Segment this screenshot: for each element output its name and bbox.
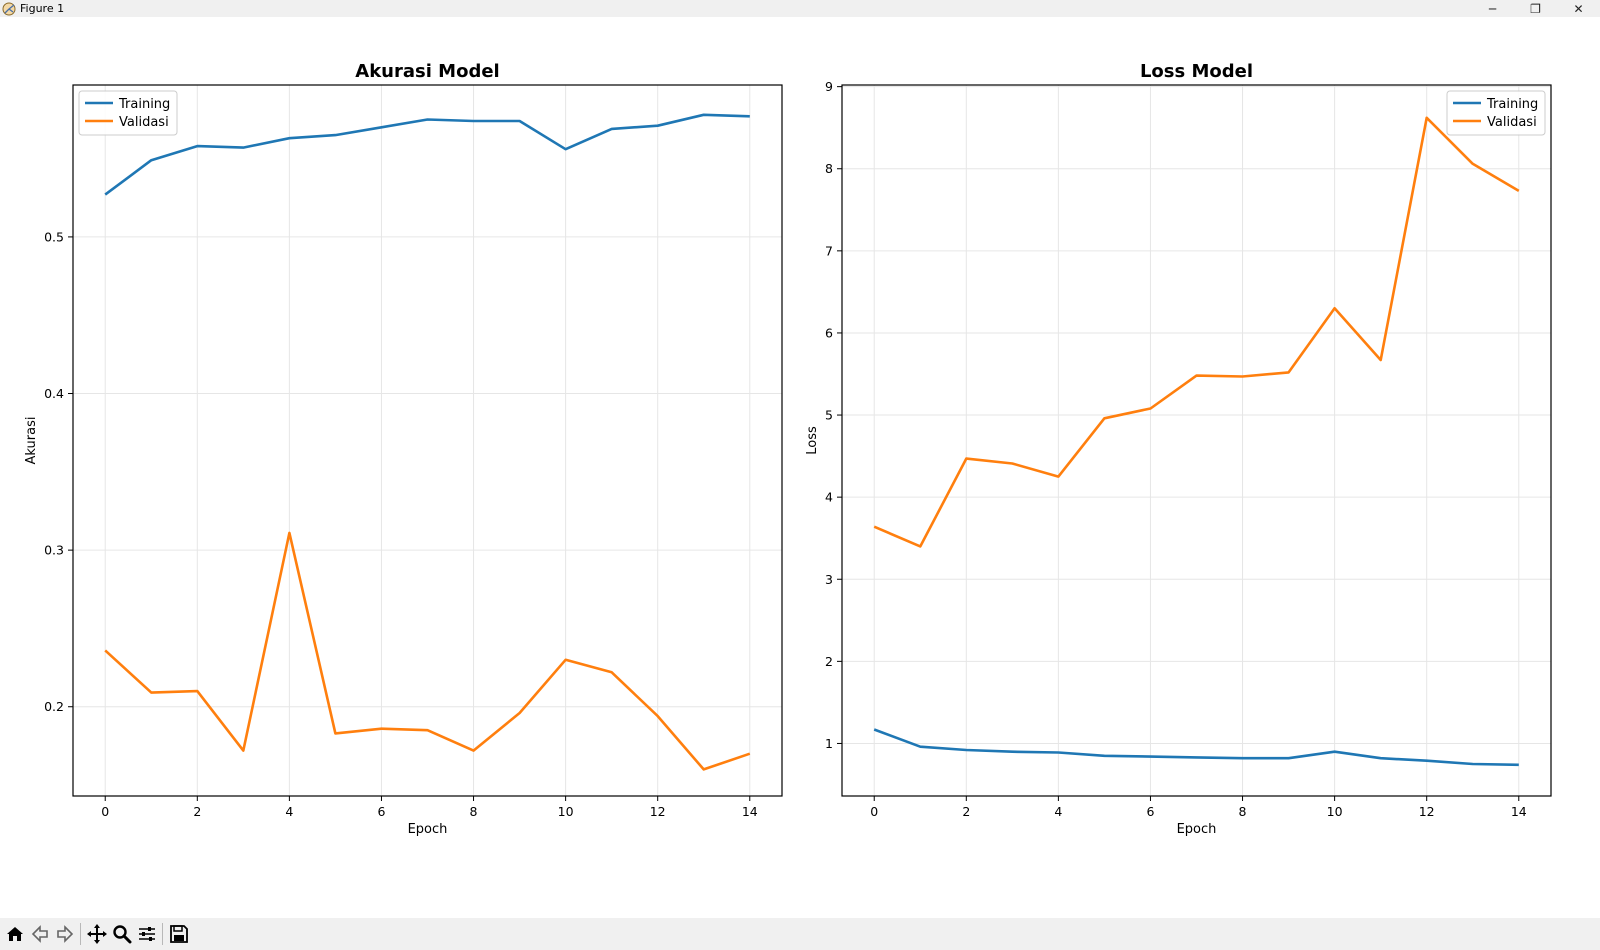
axes-frame — [841, 84, 1552, 797]
save-button[interactable] — [166, 921, 191, 947]
x-tick-label: 8 — [1239, 804, 1247, 819]
series-line-validasi — [873, 116, 1520, 548]
x-tick-label: 4 — [1054, 804, 1062, 819]
y-tick-label: 9 — [825, 79, 833, 94]
x-axis-label: Epoch — [408, 822, 448, 837]
y-tick-label: 0.4 — [44, 386, 64, 401]
x-tick-label: 2 — [193, 804, 201, 819]
x-tick-label: 0 — [101, 804, 109, 819]
back-arrow-icon — [31, 925, 48, 943]
y-tick-label: 2 — [825, 654, 833, 669]
y-tick-label: 3 — [825, 572, 833, 587]
minimize-button[interactable]: ─ — [1488, 1, 1497, 16]
save-icon — [169, 925, 188, 943]
x-tick-label: 4 — [285, 804, 293, 819]
close-button[interactable]: ✕ — [1573, 1, 1584, 16]
home-button[interactable] — [2, 921, 27, 947]
x-tick-label: 12 — [650, 804, 666, 819]
sliders-icon — [138, 927, 155, 941]
matplotlib-app-icon — [2, 2, 16, 15]
navigation-toolbar — [0, 918, 1600, 950]
legend-label: Validasi — [119, 115, 169, 130]
y-tick-label: 8 — [825, 161, 833, 176]
chart-title: Loss Model — [1140, 61, 1253, 82]
window-controls: ─ ❐ ✕ — [1471, 0, 1600, 17]
x-tick-label: 6 — [377, 804, 385, 819]
y-tick-label: 5 — [825, 408, 833, 423]
y-tick-label: 1 — [825, 736, 833, 751]
legend-label: Validasi — [1487, 115, 1537, 130]
pan-button[interactable] — [84, 921, 109, 947]
x-tick-label: 2 — [962, 804, 970, 819]
y-tick-label: 0.5 — [44, 229, 64, 244]
x-tick-label: 8 — [470, 804, 478, 819]
legend-label: Training — [118, 97, 170, 112]
series-line-training — [873, 728, 1519, 767]
y-tick-label: 0.2 — [44, 699, 64, 714]
restore-button[interactable]: ❐ — [1530, 1, 1541, 16]
legend-label: Training — [1486, 97, 1538, 112]
y-tick-label: 7 — [825, 243, 833, 258]
x-tick-label: 12 — [1419, 804, 1435, 819]
y-axis-label: Loss — [805, 426, 820, 455]
chart-title: Akurasi Model — [355, 61, 499, 82]
x-tick-label: 14 — [1511, 804, 1527, 819]
y-tick-label: 0.3 — [44, 543, 64, 558]
configure-subplots-button[interactable] — [134, 921, 159, 947]
series-line-training — [104, 113, 750, 196]
toolbar-separator — [80, 923, 81, 945]
x-tick-label: 10 — [1327, 804, 1343, 819]
axes-frame — [72, 84, 783, 797]
y-tick-label: 4 — [825, 490, 833, 505]
x-tick-label: 10 — [558, 804, 574, 819]
x-tick-label: 6 — [1146, 804, 1154, 819]
forward-button[interactable] — [52, 921, 77, 947]
forward-arrow-icon — [56, 925, 73, 943]
x-tick-label: 0 — [870, 804, 878, 819]
y-tick-label: 6 — [825, 325, 833, 340]
figure-canvas[interactable]: 0 2 4 6 8 10 12 14 0.2 0.3 0.4 0.5 Akurasi Model Epoc… — [0, 17, 1600, 918]
zoom-button[interactable] — [109, 921, 134, 947]
toolbar-separator — [162, 923, 163, 945]
magnifier-icon — [112, 925, 131, 944]
y-axis-label: Akurasi — [24, 417, 39, 465]
x-tick-label: 14 — [742, 804, 758, 819]
back-button[interactable] — [27, 921, 52, 947]
window-title: Figure 1 — [20, 2, 65, 15]
window-titlebar: Figure 1 ─ ❐ ✕ — [0, 0, 1600, 17]
move-icon — [86, 924, 107, 944]
x-axis-label: Epoch — [1177, 822, 1217, 837]
series-line-validasi — [104, 531, 751, 771]
home-icon — [6, 927, 23, 941]
